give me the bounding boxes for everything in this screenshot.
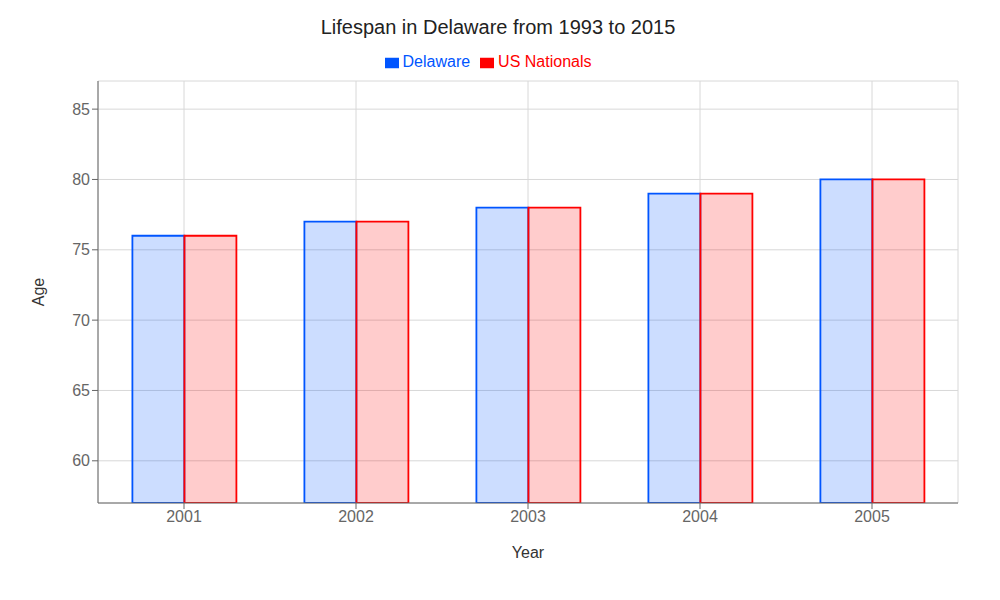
svg-text:Age: Age: [30, 278, 47, 307]
svg-text:65: 65: [72, 382, 90, 399]
svg-text:85: 85: [72, 101, 90, 118]
svg-text:2002: 2002: [338, 508, 374, 525]
svg-text:2003: 2003: [510, 508, 546, 525]
svg-text:2004: 2004: [682, 508, 718, 525]
svg-text:60: 60: [72, 452, 90, 469]
svg-text:80: 80: [72, 171, 90, 188]
html-text:Lifespan in Delaware from 1993: Lifespan in Delaware from 1993 to 2015: [320, 16, 676, 38]
html-text:Delaware: Delaware: [402, 53, 471, 70]
svg-text:75: 75: [72, 241, 90, 258]
svg-text:70: 70: [72, 312, 90, 329]
svg-text:Year: Year: [512, 544, 545, 561]
svg-text:2005: 2005: [854, 508, 890, 525]
svg-text:2001: 2001: [166, 508, 202, 525]
html-text:US Nationals: US Nationals: [498, 53, 592, 70]
